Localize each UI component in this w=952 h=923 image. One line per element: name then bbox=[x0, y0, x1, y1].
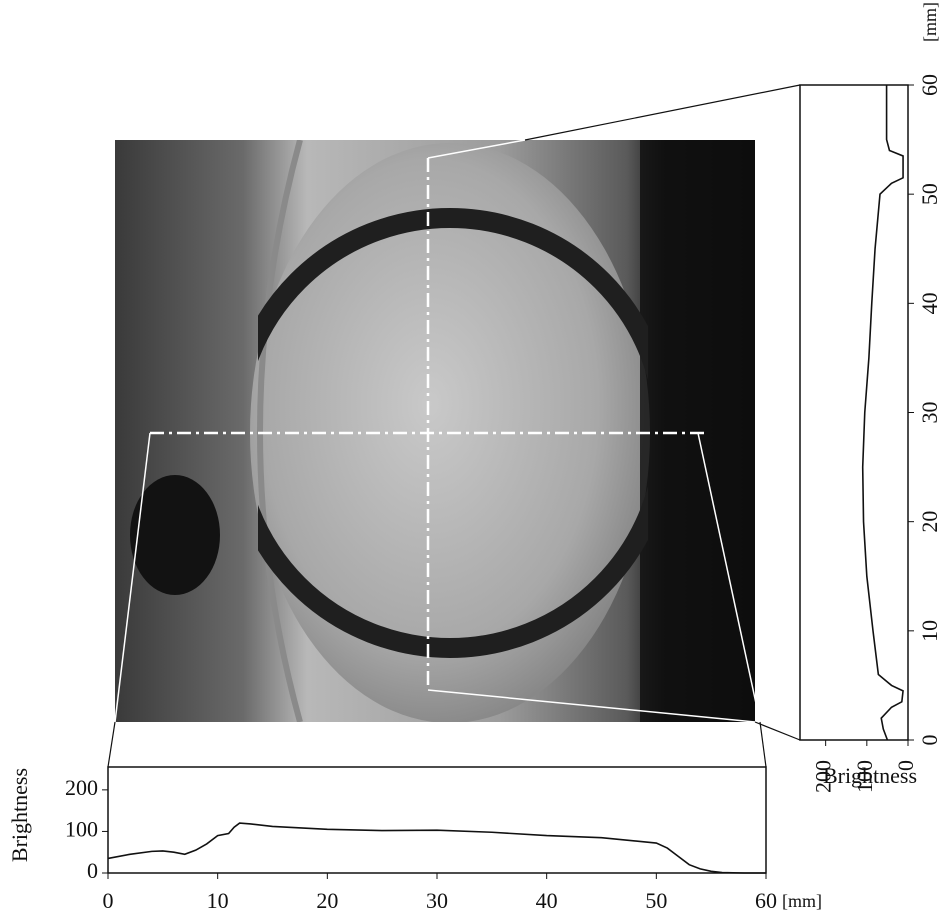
photo bbox=[115, 140, 755, 723]
profile-line bbox=[863, 85, 903, 740]
x-tick-label: 40 bbox=[536, 888, 558, 913]
y-tick-label: 0 bbox=[87, 858, 98, 883]
x-tick-label: 20 bbox=[316, 888, 338, 913]
x-tick-label: 0 bbox=[103, 888, 114, 913]
y-tick-label: 200 bbox=[65, 775, 98, 800]
y-axis-label: Brightness bbox=[7, 768, 32, 862]
y-tick-label: 0 bbox=[917, 735, 942, 746]
y-tick-label: 50 bbox=[917, 183, 942, 205]
y-tick-label: 20 bbox=[917, 511, 942, 533]
x-tick-label: 60 bbox=[755, 888, 777, 913]
x-tick-label: 30 bbox=[426, 888, 448, 913]
y-tick-label: 100 bbox=[65, 816, 98, 841]
y-unit: [mm] bbox=[920, 2, 940, 42]
y-tick-label: 10 bbox=[917, 620, 942, 642]
plot-frame bbox=[108, 767, 766, 873]
y-tick-label: 40 bbox=[917, 292, 942, 314]
x-tick-label: 10 bbox=[207, 888, 229, 913]
x-unit: [mm] bbox=[782, 891, 822, 911]
y-tick-label: 60 bbox=[917, 74, 942, 96]
profile-line bbox=[108, 823, 766, 873]
x-tick-label: 50 bbox=[645, 888, 667, 913]
x-axis-label: Brightness bbox=[823, 763, 917, 788]
y-tick-label: 30 bbox=[917, 402, 942, 424]
figure: 0102030405060[mm]0100200Brightness010203… bbox=[0, 0, 952, 923]
